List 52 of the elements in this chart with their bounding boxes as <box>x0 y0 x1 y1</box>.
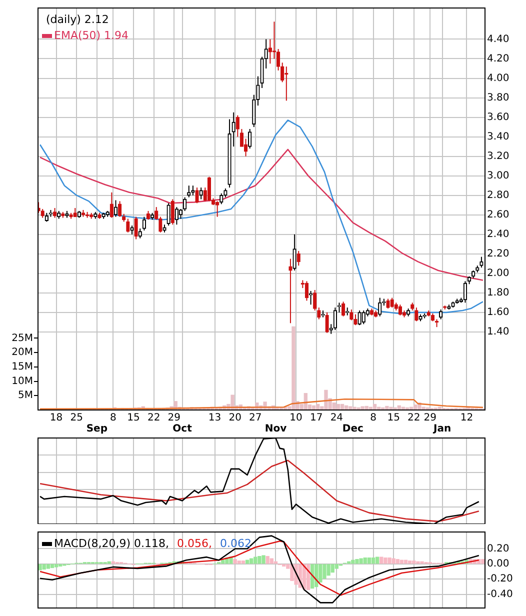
y-tick-label: 1.80 <box>487 288 510 299</box>
x-tick-label: 8 <box>370 412 376 424</box>
y-tick-label: 0.00 <box>487 558 510 570</box>
y-tick-label: 2.00 <box>487 268 510 279</box>
annotation: 0.062 <box>220 536 252 550</box>
x-tick-label: Sep <box>86 424 108 435</box>
legend-label: MACD(8,20,9) 0.118, <box>54 536 170 550</box>
x-tick-label: 18 <box>50 412 63 424</box>
x-tick-label: Jan <box>432 424 452 435</box>
y-tick-label: 3.20 <box>487 150 510 162</box>
x-tick-label: 8 <box>110 412 116 424</box>
x-tick-label: 22 <box>147 412 160 424</box>
y-tick-label: 3.00 <box>487 170 510 182</box>
x-tick-label: Dec <box>342 424 364 435</box>
x-tick-label: 22 <box>408 412 420 424</box>
y2-tick-label: 10M <box>12 376 33 387</box>
y-tick-label: 4.00 <box>487 72 510 84</box>
x-tick-label: 25 <box>70 412 83 424</box>
y-tick-label: 2.80 <box>487 190 510 201</box>
y-tick-label: 4.20 <box>487 53 510 64</box>
x-tick-label: 17 <box>310 412 323 424</box>
y-tick-label: 3.80 <box>487 92 510 104</box>
x-tick-label: Oct <box>172 424 192 435</box>
y-tick-label: 2.40 <box>487 228 510 240</box>
y-tick-label: 2.60 <box>487 209 510 220</box>
y2-tick-label: 5M <box>18 390 33 402</box>
x-tick-label: 20 <box>228 412 242 424</box>
y-tick-label: -0.40 <box>487 588 513 600</box>
y-tick-label: 4.40 <box>487 34 510 45</box>
x-tick-label: 29 <box>424 412 437 424</box>
x-tick-label: 24 <box>330 412 344 424</box>
y-tick-label: 3.40 <box>487 131 510 142</box>
y-tick-label: 0.20 <box>487 543 510 554</box>
y-tick-label: 2.20 <box>487 248 510 260</box>
y-tick-label: -0.20 <box>487 574 513 585</box>
legend-label: EMA(50) 1.94 <box>54 28 129 42</box>
x-tick-label: 13 <box>208 412 222 424</box>
text: (daily) 2.12 <box>46 12 109 26</box>
y-tick-label: 1.60 <box>487 307 510 318</box>
x-tick-label: 15 <box>127 412 140 424</box>
x-tick-label: Nov <box>264 424 288 435</box>
x-tick-label: 12 <box>460 412 474 424</box>
y2-tick-label: 20M <box>12 347 33 358</box>
series-label: 0.056, <box>177 536 212 550</box>
x-tick-label: 15 <box>387 412 400 424</box>
x-tick-label: 10 <box>290 412 302 424</box>
x-tick-label: 29 <box>168 412 180 424</box>
y2-tick-label: 15M <box>12 362 33 373</box>
y2-tick-label: 25M <box>12 332 33 344</box>
y-tick-label: 1.40 <box>487 326 510 338</box>
x-tick-label: 27 <box>249 412 262 424</box>
y-tick-label: 3.60 <box>487 112 510 123</box>
